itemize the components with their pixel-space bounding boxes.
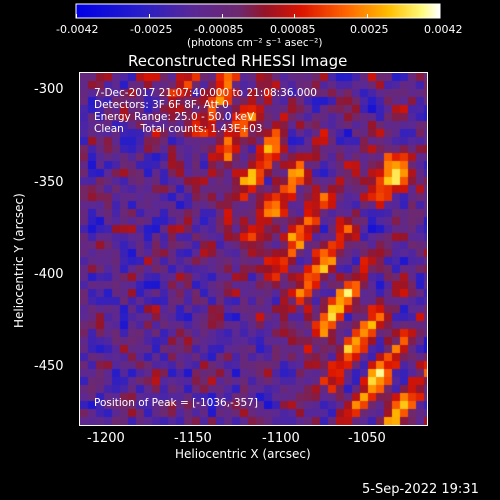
plot-frame [79, 72, 428, 426]
x-axis-label: Heliocentric X (arcsec) [175, 447, 311, 461]
colorbar-tick-label: -0.00085 [194, 23, 244, 36]
x-tick-label: -1200 [87, 431, 125, 446]
y-tick-label: -400 [34, 267, 64, 282]
plot-title: Reconstructed RHESSI Image [128, 52, 348, 70]
colorbar-tick-label: 0.0042 [424, 23, 463, 36]
x-tick-label: -1050 [348, 431, 386, 446]
y-tick-label: -450 [34, 359, 64, 374]
overlay-detectors: Detectors: 3F 6F 8F, Att 0 [94, 99, 229, 111]
overlay-clean-counts: Clean Total counts: 1.43E+03 [94, 123, 263, 135]
overlay-peak-position: Position of Peak = [-1036,-357] [94, 397, 258, 409]
y-tick-label: -300 [34, 82, 64, 97]
colorbar-tick-label: -0.0042 [56, 23, 99, 36]
x-tick-label: -1100 [262, 431, 300, 446]
colorbar-tick-label: -0.0025 [130, 23, 173, 36]
footer-timestamp: 5-Sep-2022 19:31 [362, 482, 479, 497]
colorbar [76, 4, 440, 18]
x-tick-label: -1150 [174, 431, 212, 446]
colorbar-tick-label: 0.00085 [270, 23, 316, 36]
rhessi-heatmap [80, 73, 427, 425]
y-axis-label: Heliocentric Y (arcsec) [12, 193, 26, 328]
overlay-time-range: 7-Dec-2017 21:07:40.000 to 21:08:36.000 [94, 87, 317, 99]
y-tick-label: -350 [34, 175, 64, 190]
colorbar-unit-label: (photons cm⁻² s⁻¹ asec⁻²) [187, 37, 323, 49]
colorbar-frame [75, 3, 441, 19]
overlay-energy-range: Energy Range: 25.0 - 50.0 keV [94, 111, 255, 123]
colorbar-tick-label: 0.0025 [350, 23, 389, 36]
colorbar-ticks [76, 14, 440, 18]
